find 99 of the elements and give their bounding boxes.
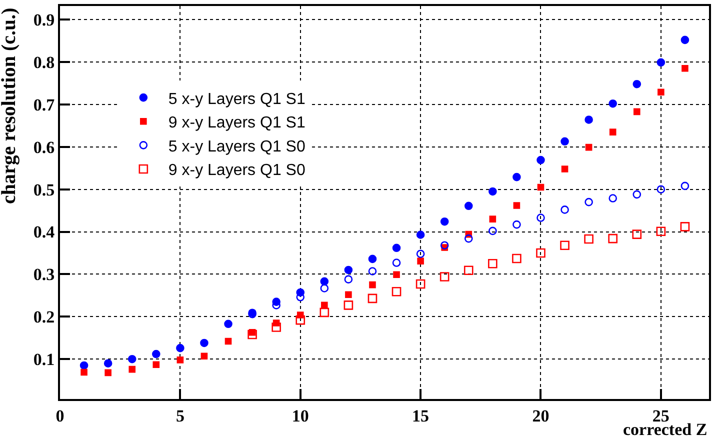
point — [416, 250, 425, 258]
legend-label: 9 x-y Layers Q1 S1 — [168, 114, 306, 132]
point — [368, 254, 377, 264]
point — [392, 286, 402, 296]
point — [416, 279, 426, 289]
point — [176, 344, 184, 352]
point — [513, 202, 520, 209]
point — [682, 64, 688, 72]
point — [489, 216, 496, 222]
point — [80, 368, 88, 376]
point — [560, 206, 569, 214]
point — [656, 58, 666, 67]
x-tick-label: 5 — [176, 406, 184, 426]
point — [512, 172, 521, 182]
point — [632, 190, 642, 199]
x-tick-label: 15 — [412, 406, 430, 426]
point — [464, 234, 473, 243]
point — [632, 80, 642, 88]
point — [488, 226, 497, 236]
point — [224, 338, 232, 345]
x-tick-label: 10 — [292, 406, 309, 426]
point — [609, 128, 616, 136]
legend-label: 5 x-y Layers Q1 S0 — [168, 138, 306, 156]
point — [512, 254, 522, 264]
point — [536, 248, 546, 258]
point — [680, 222, 690, 232]
point — [344, 275, 353, 284]
point — [320, 284, 329, 292]
point — [608, 234, 618, 244]
x-tick-label: 20 — [532, 406, 550, 426]
point — [561, 166, 568, 172]
point — [656, 185, 666, 194]
point — [488, 258, 498, 268]
point — [608, 194, 617, 202]
legend-label: 5 x-y Layers Q1 S1 — [168, 90, 306, 108]
point — [584, 198, 593, 206]
point — [608, 99, 617, 108]
y-tick-label: 0.2 — [33, 308, 55, 327]
point — [416, 230, 425, 239]
point — [321, 302, 328, 309]
y-tick-label: 0.9 — [33, 10, 55, 30]
point — [658, 88, 664, 96]
point — [345, 291, 352, 298]
point — [392, 258, 401, 267]
point — [488, 187, 497, 196]
point — [464, 266, 474, 276]
point — [104, 359, 112, 368]
point — [464, 202, 473, 210]
y-tick-label: 0.4 — [33, 222, 56, 242]
point — [344, 266, 353, 274]
point — [440, 272, 450, 282]
point — [152, 350, 160, 358]
point — [440, 217, 449, 226]
point — [320, 308, 330, 318]
y-tick-label: 0.1 — [33, 350, 55, 370]
point — [632, 230, 642, 239]
y-axis-title: charge resolution (c.u.) — [0, 8, 20, 204]
point — [440, 241, 449, 250]
point — [584, 116, 593, 124]
point — [368, 294, 378, 304]
y-tick-label: 0.5 — [33, 180, 55, 200]
y-tick-label: 0.3 — [33, 265, 55, 284]
y-tick-label: 0.6 — [33, 138, 55, 157]
point — [272, 322, 281, 332]
point — [224, 320, 232, 328]
point — [320, 277, 329, 286]
point — [393, 271, 400, 278]
point — [560, 240, 570, 250]
point — [633, 108, 640, 116]
y-tick-label: 0.7 — [33, 95, 56, 114]
point — [344, 300, 354, 310]
y-tick-label: 0.8 — [33, 52, 55, 72]
point — [680, 36, 690, 44]
point — [176, 356, 184, 364]
point — [200, 352, 208, 360]
point — [680, 182, 690, 190]
point — [536, 214, 545, 222]
point — [417, 258, 424, 264]
point — [585, 144, 592, 151]
point — [104, 369, 112, 376]
point — [200, 338, 208, 348]
point — [368, 267, 377, 276]
point — [128, 366, 136, 373]
point — [248, 330, 257, 340]
point — [584, 234, 594, 244]
point — [512, 220, 521, 229]
point — [152, 361, 160, 368]
point — [656, 226, 666, 236]
point — [536, 156, 545, 164]
x-tick-label: 25 — [652, 406, 670, 426]
point — [128, 354, 136, 364]
legend-label: 9 x-y Layers Q1 S0 — [168, 162, 306, 180]
point — [80, 361, 88, 370]
point — [369, 281, 376, 288]
point — [537, 184, 544, 191]
point — [560, 137, 569, 146]
point — [296, 315, 306, 325]
point — [392, 244, 401, 252]
x-tick-label: 0 — [56, 406, 64, 426]
